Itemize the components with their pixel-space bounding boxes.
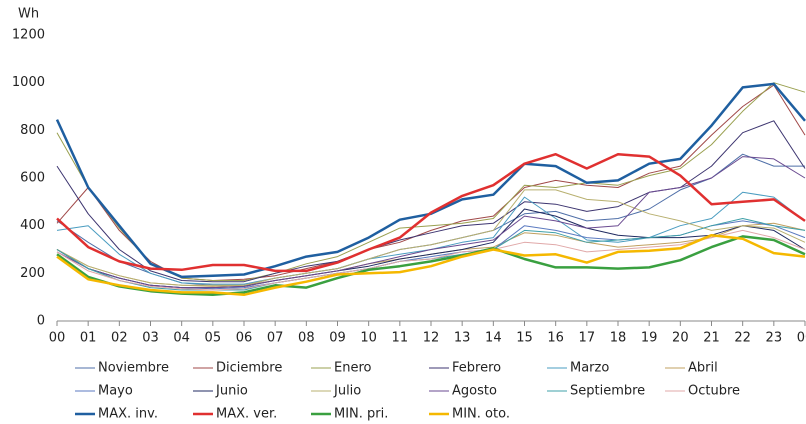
y-tick-label: 0 [37,314,45,329]
legend-label: MAX. inv. [98,407,158,422]
y-tick-label: 400 [20,218,45,233]
legend-label: Octubre [688,384,740,399]
x-tick-label: 21 [703,331,720,346]
x-tick-label: 16 [547,331,564,346]
x-tick-label: 07 [267,331,284,346]
x-tick-label: 00 [49,331,66,346]
x-tick-label: 11 [392,331,409,346]
x-tick-label: 03 [142,331,159,346]
y-tick-label: 800 [20,123,45,138]
legend-label: MIN. pri. [334,407,388,422]
x-tick-label: 20 [672,331,689,346]
series-line [55,82,806,279]
x-tick-label: 19 [641,331,658,346]
x-tick-label: 22 [734,331,751,346]
series-line [56,82,806,281]
legend-label: MAX. ver. [216,407,277,422]
x-tick-label: 02 [111,331,128,346]
series-line [56,156,806,289]
x-tick-label: 23 [766,331,783,346]
y-axis-label: Wh [18,7,39,22]
legend-label: Septiembre [570,384,645,399]
x-tick-label: 04 [173,331,190,346]
x-tick-label: 10 [360,331,377,346]
y-tick-label: 600 [20,171,45,186]
x-tick-label: 13 [454,331,471,346]
y-tick-label: 200 [20,266,45,281]
series-line [56,233,806,297]
x-tick-label: 06 [236,331,253,346]
legend-label: Julio [333,384,361,399]
x-tick-label: 12 [423,331,440,346]
series-line [56,84,806,281]
x-tick-label: 18 [610,331,627,346]
x-tick-label: 17 [579,331,596,346]
series-line [56,152,806,273]
x-tick-label: 00 [797,331,806,346]
y-tick-label: 1000 [12,75,45,90]
y-tick-label: 1200 [12,28,45,43]
x-tick-label: 01 [80,331,97,346]
legend-label: Mayo [98,384,133,399]
legend-label: Diciembre [216,361,282,376]
series-line [56,229,806,291]
series-line [56,208,806,289]
legend-label: Agosto [452,384,497,399]
series-line [56,189,806,286]
legend-label: Noviembre [98,361,169,376]
x-tick-label: 14 [485,331,502,346]
x-tick-label: 08 [298,331,315,346]
legend-label: Enero [334,361,372,376]
legend-label: Marzo [570,361,609,376]
x-tick-label: 15 [516,331,533,346]
x-tick-label: 05 [205,331,222,346]
legend-label: Junio [215,384,248,399]
legend-label: Febrero [452,361,501,376]
legend-label: MIN. oto. [452,407,510,422]
legend-label: Abril [688,361,718,376]
x-tick-label: 09 [329,331,346,346]
